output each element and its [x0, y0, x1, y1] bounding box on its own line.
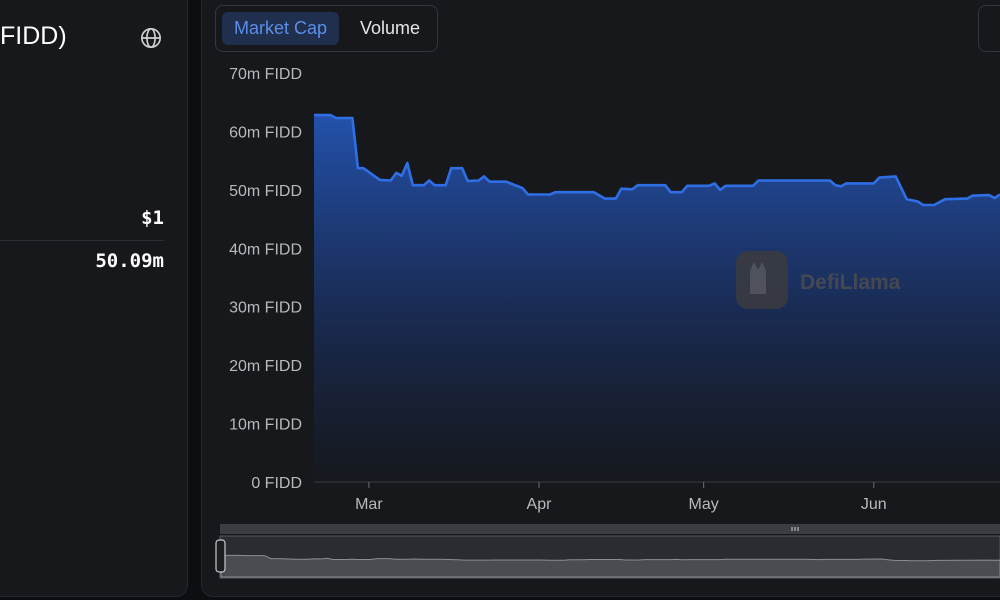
y-tick-label: 40m FIDD: [229, 241, 302, 258]
x-tick-label: Apr: [527, 496, 553, 513]
token-title: FIDD): [0, 22, 67, 50]
range-slider[interactable]: [215, 524, 1000, 579]
market-cap-value: 50.09m: [95, 250, 164, 272]
y-tick-label: 50m FIDD: [229, 183, 302, 200]
y-tick-label: 10m FIDD: [229, 417, 302, 434]
x-tick-label: Mar: [355, 496, 383, 513]
y-tick-label: 60m FIDD: [229, 124, 302, 141]
slider-left-handle[interactable]: [215, 539, 226, 573]
y-tick-label: 0 FIDD: [251, 475, 302, 492]
x-axis: Mar Apr May Jun: [355, 482, 887, 513]
y-tick-label: 20m FIDD: [229, 358, 302, 375]
x-tick-label: May: [689, 496, 719, 513]
y-axis: 0 FIDD 10m FIDD 20m FIDD 30m FIDD 40m FIDD 50…: [229, 66, 302, 492]
chart-options-button[interactable]: [978, 5, 1000, 52]
watermark-text: DefiLlama: [800, 271, 901, 294]
defillama-watermark: DefiLlama: [736, 251, 901, 309]
chart-type-tabs: Market Cap Volume: [215, 5, 438, 52]
market-cap-line: [314, 113, 1000, 207]
minimap-area: [220, 554, 1000, 578]
stats-divider: [0, 240, 164, 241]
x-tick-label: Jun: [861, 496, 887, 513]
llama-head-icon: [750, 262, 766, 294]
tab-market-cap[interactable]: Market Cap: [222, 12, 340, 45]
y-tick-label: 70m FIDD: [229, 66, 302, 83]
price-value: $1: [141, 207, 164, 229]
token-info-panel: [0, 0, 188, 597]
slider-track[interactable]: [220, 524, 1000, 534]
tab-volume[interactable]: Volume: [360, 18, 421, 38]
y-tick-label: 30m FIDD: [229, 300, 302, 317]
globe-icon[interactable]: [140, 27, 162, 49]
market-cap-area: [314, 115, 1000, 482]
slider-grip-icon[interactable]: [791, 527, 799, 531]
